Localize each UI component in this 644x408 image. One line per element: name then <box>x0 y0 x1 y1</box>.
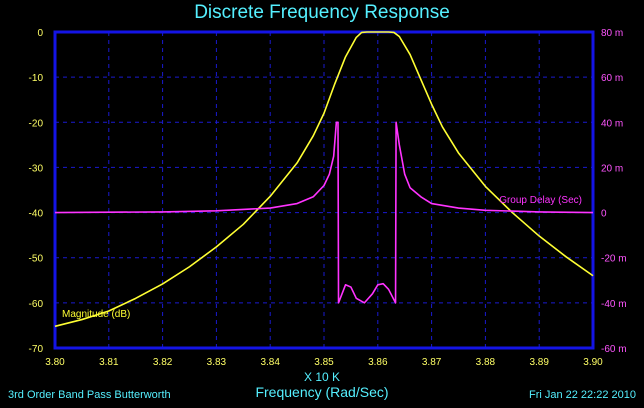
x-axis-tick-label: 3.83 <box>207 357 227 368</box>
footer-filter-description: 3rd Order Band Pass Butterworth <box>8 389 171 401</box>
x-axis-multiplier: X 10 K <box>304 370 340 384</box>
chart-title: Discrete Frequency Response <box>194 2 450 23</box>
left-axis-tick-label: -40 <box>29 209 44 220</box>
x-axis-tick-label: 3.85 <box>314 357 334 368</box>
right-axis-tick-label: 0 <box>601 209 607 220</box>
series-label-magnitude: Magnitude (dB) <box>62 309 130 320</box>
left-axis-tick-label: -60 <box>29 299 44 310</box>
left-axis-tick-label: -50 <box>29 254 44 265</box>
x-axis-tick-label: 3.90 <box>583 357 603 368</box>
x-axis-tick-label: 3.87 <box>422 357 442 368</box>
left-axis-tick-label: -20 <box>29 118 44 129</box>
right-axis-tick-label: 80 m <box>601 28 623 39</box>
right-axis-tick-label: 60 m <box>601 73 623 84</box>
x-axis-tick-label: 3.88 <box>476 357 496 368</box>
x-axis-tick-label: 3.82 <box>153 357 173 368</box>
x-axis-tick-label: 3.81 <box>99 357 119 368</box>
left-axis-tick-label: -70 <box>29 344 44 355</box>
left-axis-tick-label: -30 <box>29 163 44 174</box>
right-axis-tick-label: -60 m <box>601 344 627 355</box>
x-axis-ticks: 3.80 3.81 3.82 3.83 3.84 3.85 3.86 3.87 3.88 3.89… <box>45 357 603 368</box>
right-axis-tick-label: -40 m <box>601 299 627 310</box>
left-axis-tick-label: 0 <box>37 28 43 39</box>
x-axis-tick-label: 3.84 <box>260 357 280 368</box>
series-line-magnitude-db <box>54 31 594 328</box>
x-axis-label: Frequency (Rad/Sec) <box>255 384 388 400</box>
right-axis-tick-label: 20 m <box>601 163 623 174</box>
series-line-group-delay-sec <box>54 121 594 304</box>
footer-timestamp: Fri Jan 22 22:22 2010 <box>529 389 636 401</box>
left-axis-ticks: 0 -10 -20 -30 -40 -50 -60 -70 <box>29 28 44 355</box>
x-axis-tick-label: 3.89 <box>529 357 549 368</box>
left-axis-tick-label: -10 <box>29 73 44 84</box>
series-label-group-delay: Group Delay (Sec) <box>499 195 582 206</box>
right-axis-ticks: 80 m 60 m 40 m 20 m 0 -20 m -40 m -60 m <box>601 28 627 355</box>
right-axis-tick-label: 40 m <box>601 118 623 129</box>
plot-area-frame <box>53 30 595 350</box>
series-layer: Magnitude (dB) Group Delay (Sec) <box>54 31 594 328</box>
right-axis-tick-label: -20 m <box>601 254 627 265</box>
x-axis-tick-label: 3.86 <box>368 357 388 368</box>
x-axis-tick-label: 3.80 <box>45 357 65 368</box>
